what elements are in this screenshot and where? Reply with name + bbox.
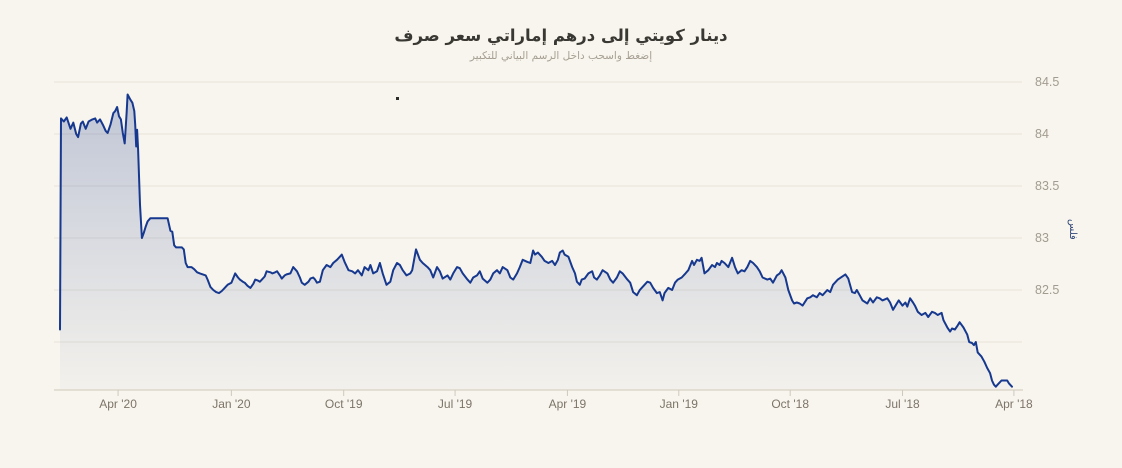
x-tick-label: Oct '19 xyxy=(324,397,363,411)
x-tick-label: Jul '19 xyxy=(437,397,473,411)
y-tick-label: 83 xyxy=(1035,231,1049,245)
chart-subtitle: إضغط واسحب داخل الرسم البياني للتكبير xyxy=(469,50,653,62)
y-tick-label: 84.5 xyxy=(1035,75,1060,89)
x-tick-label: Jan '20 xyxy=(212,397,251,411)
x-tick-label: Jul '18 xyxy=(885,397,920,411)
chart-title: دينار كويتي إلى درهم إماراتي سعر صرف xyxy=(394,26,728,45)
x-tick-label: Jan '19 xyxy=(659,397,698,411)
artifact-dot xyxy=(396,97,399,100)
y-tick-label: 82.5 xyxy=(1035,283,1060,297)
x-tick-label: Apr '19 xyxy=(548,397,587,411)
y-axis-title: فلس xyxy=(1067,219,1078,240)
x-tick-label: Apr '18 xyxy=(995,397,1033,411)
y-tick-label: 84 xyxy=(1035,127,1049,141)
y-tick-label: 83.5 xyxy=(1035,179,1060,193)
x-tick-label: Apr '20 xyxy=(99,397,137,411)
x-tick-label: Oct '18 xyxy=(771,397,809,411)
